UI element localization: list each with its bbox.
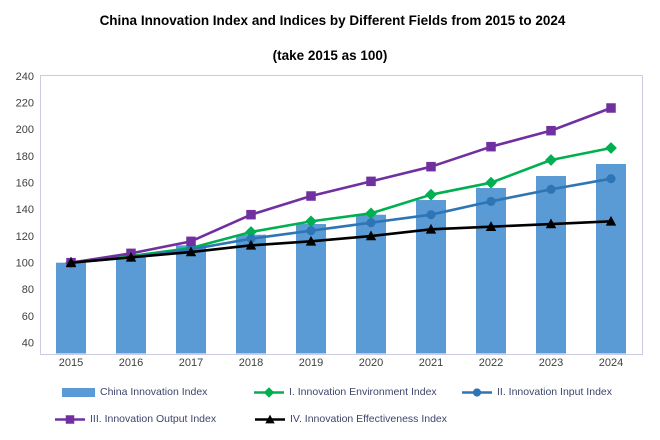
marker-diamond-2021 bbox=[425, 188, 437, 201]
bar-2023 bbox=[536, 176, 566, 354]
x-tick-label: 2015 bbox=[59, 357, 83, 369]
line-square bbox=[70, 106, 612, 264]
legend-marker-triangle bbox=[265, 414, 275, 423]
line-circle bbox=[70, 177, 612, 264]
x-tick-label: 2018 bbox=[239, 357, 263, 369]
x-tick-label: 2022 bbox=[479, 357, 503, 369]
legend-item-innovation-effectiveness-index: IV. Innovation Effectiveness Index bbox=[255, 413, 447, 425]
marker-square-2017 bbox=[186, 236, 196, 247]
legend-circle-swatch-icon bbox=[462, 387, 492, 397]
marker-triangle-2023 bbox=[545, 218, 557, 229]
marker-triangle-2019 bbox=[305, 235, 317, 246]
marker-square-2021 bbox=[426, 161, 436, 172]
marker-square-2023 bbox=[546, 125, 556, 136]
x-tick-label: 2019 bbox=[299, 357, 323, 369]
marker-circle-2022 bbox=[486, 196, 496, 206]
marker-diamond-2022 bbox=[485, 176, 497, 189]
legend-bar-fill bbox=[62, 387, 95, 397]
marker-square-2022 bbox=[486, 141, 496, 152]
chart-title: China Innovation Index and Indices by Di… bbox=[99, 13, 566, 28]
legend-diamond-swatch-icon bbox=[254, 386, 284, 398]
legend-item-innovation-input-index: II. Innovation Input Index bbox=[462, 386, 612, 398]
marker-diamond-2024 bbox=[605, 142, 617, 154]
marker-circle-2024 bbox=[606, 174, 616, 184]
marker-triangle-2018 bbox=[245, 239, 257, 250]
marker-circle-2021 bbox=[426, 210, 436, 220]
legend-label: IV. Innovation Effectiveness Index bbox=[290, 413, 448, 425]
legend-label: I. Innovation Environment Index bbox=[289, 386, 437, 398]
y-tick-label: 100 bbox=[16, 257, 34, 269]
y-tick-label: 60 bbox=[22, 311, 34, 323]
bar-2024 bbox=[596, 164, 626, 354]
y-tick-label: 220 bbox=[16, 97, 34, 109]
legend-marker-diamond bbox=[263, 386, 275, 398]
y-tick-label: 240 bbox=[16, 71, 34, 83]
marker-triangle-2022 bbox=[485, 221, 497, 231]
line-diamond bbox=[70, 146, 612, 264]
legend-item-china-innovation-index: China Innovation Index bbox=[62, 386, 207, 398]
marker-circle-2019 bbox=[306, 226, 316, 236]
line-triangle bbox=[70, 220, 612, 264]
bar-2017 bbox=[176, 245, 206, 354]
legend-label: II. Innovation Input Index bbox=[497, 386, 612, 398]
legend-triangle-swatch-icon bbox=[255, 414, 285, 423]
marker-circle-2018 bbox=[246, 234, 256, 244]
y-tick-label: 80 bbox=[22, 284, 34, 296]
y-tick-label: 200 bbox=[16, 124, 34, 136]
marker-triangle-2020 bbox=[365, 230, 377, 241]
marker-diamond-2023 bbox=[545, 154, 557, 166]
bar-2022 bbox=[476, 188, 506, 354]
marker-square-2024 bbox=[606, 103, 616, 113]
legend-marker-square bbox=[65, 414, 75, 424]
bar-2021 bbox=[416, 200, 446, 354]
bar-2018 bbox=[236, 234, 266, 354]
y-tick-label: 140 bbox=[16, 204, 34, 216]
x-tick-label: 2021 bbox=[419, 357, 443, 369]
x-tick-label: 2023 bbox=[539, 357, 563, 369]
marker-square-2018 bbox=[246, 209, 256, 220]
legend-label: China Innovation Index bbox=[100, 386, 208, 398]
marker-triangle-2017 bbox=[185, 246, 197, 257]
legend-item-innovation-environment-index: I. Innovation Environment Index bbox=[254, 386, 437, 398]
legend-marker-circle bbox=[472, 387, 482, 397]
marker-circle-2023 bbox=[546, 184, 556, 194]
plot-area: 240 220 200 180 160 140 120 100 80 60 40 2015 2016 20… bbox=[16, 71, 643, 369]
y-tick-label: 40 bbox=[22, 338, 34, 350]
x-tick-label: 2020 bbox=[359, 357, 383, 369]
legend-square-swatch-icon bbox=[55, 414, 85, 424]
legend-label: III. Innovation Output Index bbox=[90, 413, 217, 425]
x-tick-label: 2024 bbox=[599, 357, 623, 369]
marker-diamond-2020 bbox=[365, 207, 377, 220]
marker-diamond-2018 bbox=[245, 226, 257, 238]
marker-triangle-2015 bbox=[65, 257, 77, 267]
marker-diamond-2019 bbox=[305, 215, 317, 228]
legend-item-innovation-output-index: III. Innovation Output Index bbox=[55, 413, 216, 425]
marker-square-2020 bbox=[366, 176, 376, 187]
bar-2015 bbox=[56, 262, 86, 354]
bar-2016 bbox=[116, 254, 146, 354]
plot-border bbox=[40, 75, 643, 355]
marker-circle-2020 bbox=[366, 218, 376, 228]
x-tick-label: 2017 bbox=[179, 357, 203, 369]
marker-triangle-2021 bbox=[425, 223, 437, 234]
y-tick-label: 180 bbox=[16, 151, 34, 163]
marker-triangle-2024 bbox=[605, 215, 617, 226]
x-tick-label: 2016 bbox=[119, 357, 143, 369]
chart-subtitle: (take 2015 as 100) bbox=[272, 48, 388, 63]
y-tick-label: 160 bbox=[16, 177, 34, 189]
y-tick-label: 120 bbox=[16, 231, 34, 243]
marker-square-2019 bbox=[306, 191, 316, 201]
legend-bar-swatch-icon bbox=[62, 387, 95, 397]
marker-triangle-2016 bbox=[125, 251, 137, 262]
